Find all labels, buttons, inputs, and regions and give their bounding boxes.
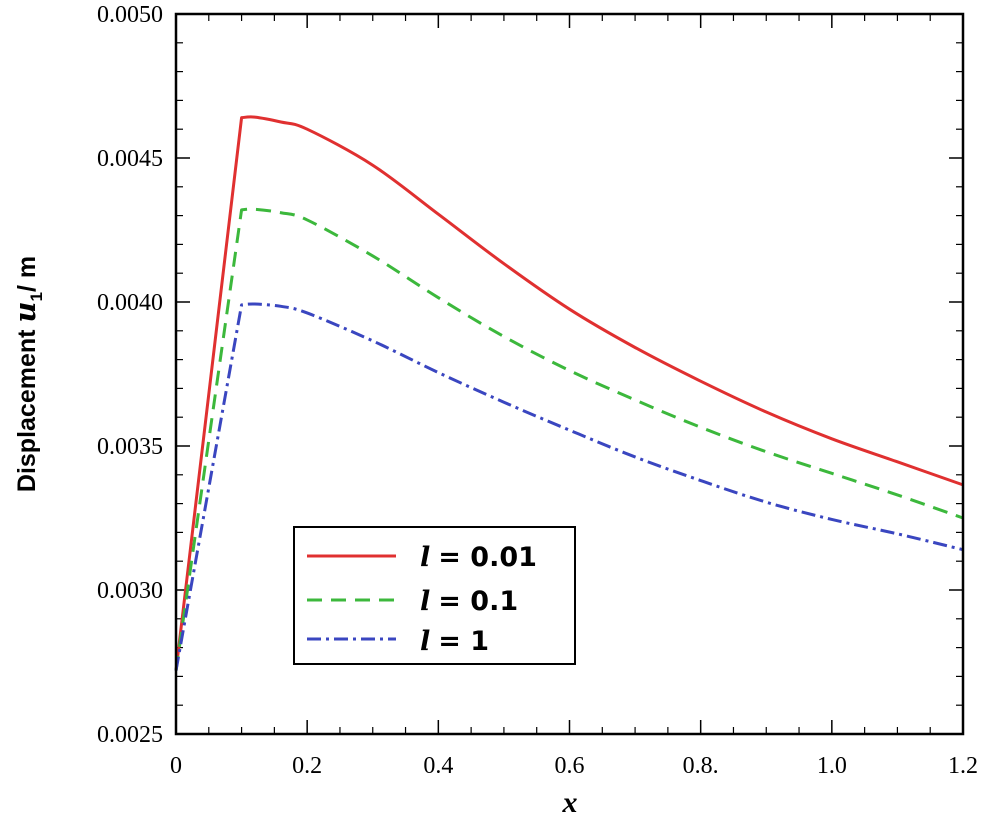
y-tick-label: 0.0050 (97, 2, 163, 28)
y-tick-label: 0.0040 (97, 290, 163, 316)
legend-label-l-0.1: l = 0.1 (420, 586, 518, 617)
legend-box (293, 526, 576, 665)
x-tick-label: 0.8. (683, 753, 719, 779)
plot-frame (174, 12, 965, 736)
legend: l = 0.01 l = 0.1 l = 1 (293, 526, 576, 665)
y-tick-label: 0.0045 (97, 146, 163, 172)
x-tick-label: 0 (170, 753, 182, 779)
y-tick-label: 0.0030 (97, 578, 163, 604)
x-tick-label: 0.4 (423, 753, 453, 779)
y-tick-label: 0.0025 (97, 722, 163, 748)
series-lines (174, 115, 964, 671)
y-axis-title-var: u (8, 301, 42, 322)
x-tick-label: 1.2 (948, 753, 978, 779)
series-line-1 (174, 115, 964, 671)
legend-label-l-1: l = 1 (420, 626, 489, 657)
x-tick-label: 0.2 (292, 753, 322, 779)
legend-label-l-0.01: l = 0.01 (420, 542, 537, 573)
x-tick-label: 1.0 (817, 753, 847, 779)
series-line-3 (174, 302, 964, 671)
y-tick-label: 0.0035 (97, 434, 163, 460)
x-axis-title: x (562, 786, 578, 819)
y-axis-title-suffix: / m (13, 256, 41, 292)
series-line-2 (174, 207, 964, 671)
y-axis-title: Displacement u1/ m (8, 256, 46, 492)
y-axis-title-prefix: Displacement (13, 323, 41, 493)
axis-tick-labels: 0 0.2 0.4 0.6 0.8. 1.0 1.2 0.0025 0.0030 0.0035 0.… (97, 2, 978, 779)
x-tick-label: 0.6 (555, 753, 585, 779)
y-axis-title-subscript: 1 (27, 292, 46, 301)
